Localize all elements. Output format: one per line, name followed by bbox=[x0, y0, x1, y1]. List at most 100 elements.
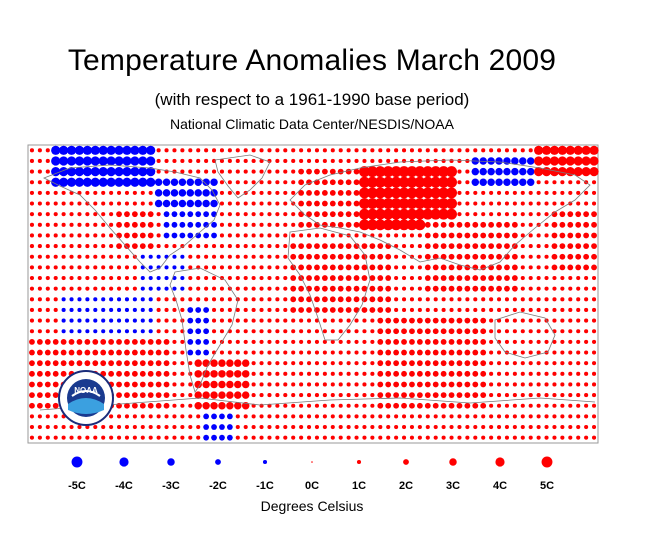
anomaly-dot bbox=[156, 222, 161, 227]
anomaly-dot bbox=[140, 286, 145, 291]
anomaly-dot bbox=[374, 208, 386, 220]
anomaly-dot bbox=[93, 190, 98, 195]
anomaly-dot bbox=[581, 167, 591, 177]
legend-swatch bbox=[311, 461, 313, 463]
anomaly-dot bbox=[275, 201, 280, 206]
anomaly-dot bbox=[45, 148, 50, 153]
anomaly-dot bbox=[53, 435, 58, 440]
anomaly-dot bbox=[424, 360, 431, 367]
anomaly-dot bbox=[314, 371, 320, 376]
anomaly-dot bbox=[164, 158, 169, 164]
anomaly-dot bbox=[210, 391, 218, 399]
anomaly-dot bbox=[235, 286, 240, 291]
anomaly-dot bbox=[275, 329, 280, 334]
anomaly-dot bbox=[45, 286, 50, 291]
anomaly-dot bbox=[132, 435, 137, 440]
anomaly-dot bbox=[465, 414, 470, 419]
anomaly-dot bbox=[219, 329, 225, 334]
africa-outline bbox=[287, 227, 371, 341]
anomaly-dot bbox=[366, 219, 378, 231]
anomaly-dot bbox=[204, 148, 209, 153]
anomaly-dot bbox=[210, 370, 218, 378]
anomaly-dot bbox=[202, 391, 210, 399]
anomaly-dot bbox=[69, 233, 74, 238]
anomaly-dot bbox=[178, 199, 187, 208]
anomaly-dot bbox=[299, 424, 304, 430]
anomaly-dot bbox=[226, 370, 234, 378]
anomaly-dot bbox=[116, 370, 122, 377]
anomaly-dot bbox=[330, 339, 335, 344]
anomaly-dot bbox=[267, 190, 272, 195]
anomaly-dot bbox=[489, 190, 494, 195]
anomaly-dot bbox=[496, 221, 502, 228]
anomaly-dot bbox=[298, 221, 305, 228]
anomaly-dot bbox=[433, 435, 438, 440]
anomaly-dot bbox=[551, 232, 558, 239]
anomaly-dot bbox=[227, 233, 232, 238]
anomaly-dot bbox=[148, 190, 153, 195]
anomaly-dot bbox=[401, 148, 407, 153]
anomaly-dot bbox=[298, 264, 305, 271]
anomaly-dot bbox=[575, 243, 582, 250]
anomaly-dot bbox=[61, 307, 66, 313]
anomaly-dot bbox=[211, 318, 217, 323]
anomaly-dot bbox=[179, 211, 186, 218]
anomaly-dot bbox=[496, 403, 502, 408]
anomaly-dot bbox=[544, 180, 549, 185]
anomaly-dot bbox=[66, 177, 77, 187]
anomaly-dot bbox=[322, 371, 327, 376]
anomaly-dot bbox=[398, 176, 410, 188]
anomaly-dot bbox=[45, 233, 50, 238]
anomaly-dot bbox=[496, 212, 502, 217]
anomaly-dot bbox=[116, 381, 122, 388]
anomaly-dot bbox=[425, 148, 430, 153]
anomaly-dot bbox=[164, 307, 169, 313]
anomaly-dot bbox=[369, 253, 376, 260]
anomaly-dot bbox=[172, 148, 177, 153]
anomaly-dot bbox=[386, 414, 391, 419]
anomaly-dot bbox=[74, 177, 85, 187]
anomaly-dot bbox=[377, 285, 384, 292]
anomaly-dot bbox=[188, 275, 193, 281]
anomaly-dot bbox=[155, 402, 162, 409]
anomaly-dot bbox=[511, 243, 518, 250]
anomaly-dot bbox=[353, 253, 360, 260]
anomaly-dot bbox=[417, 435, 422, 440]
anomaly-dot bbox=[520, 265, 525, 270]
anomaly-dot bbox=[394, 275, 399, 281]
anomaly-dot bbox=[406, 208, 418, 220]
anomaly-dot bbox=[164, 148, 169, 153]
anomaly-dot bbox=[314, 435, 320, 440]
anomaly-dot bbox=[345, 179, 352, 186]
anomaly-dot bbox=[560, 275, 565, 281]
anomaly-dot bbox=[124, 349, 130, 356]
anomaly-dot bbox=[390, 219, 402, 231]
anomaly-dot bbox=[77, 233, 82, 238]
north-america-outline bbox=[43, 164, 221, 273]
anomaly-dot bbox=[283, 148, 288, 153]
anomaly-dot bbox=[552, 275, 557, 281]
anomaly-dot bbox=[187, 349, 194, 356]
anomaly-dot bbox=[496, 253, 502, 260]
anomaly-dot bbox=[299, 329, 304, 334]
anomaly-dot bbox=[559, 253, 566, 260]
anomaly-dot bbox=[275, 318, 280, 323]
anomaly-dot bbox=[82, 145, 92, 155]
anomaly-dot bbox=[322, 414, 327, 419]
anomaly-dot bbox=[438, 198, 450, 209]
anomaly-dot bbox=[591, 307, 597, 313]
anomaly-dot bbox=[544, 403, 549, 408]
anomaly-dot bbox=[164, 318, 169, 323]
anomaly-dot bbox=[172, 158, 177, 164]
anomaly-dot bbox=[109, 201, 114, 206]
anomaly-dot bbox=[346, 403, 351, 408]
anomaly-dot bbox=[528, 265, 533, 270]
anomaly-dot bbox=[511, 253, 518, 260]
anomaly-dot bbox=[306, 296, 312, 303]
anomaly-dot bbox=[589, 156, 599, 166]
anomaly-dot bbox=[330, 403, 335, 408]
anomaly-dot bbox=[235, 414, 240, 419]
anomaly-dot bbox=[417, 275, 422, 281]
anomaly-dot bbox=[584, 350, 589, 355]
anomaly-dot bbox=[116, 424, 122, 430]
